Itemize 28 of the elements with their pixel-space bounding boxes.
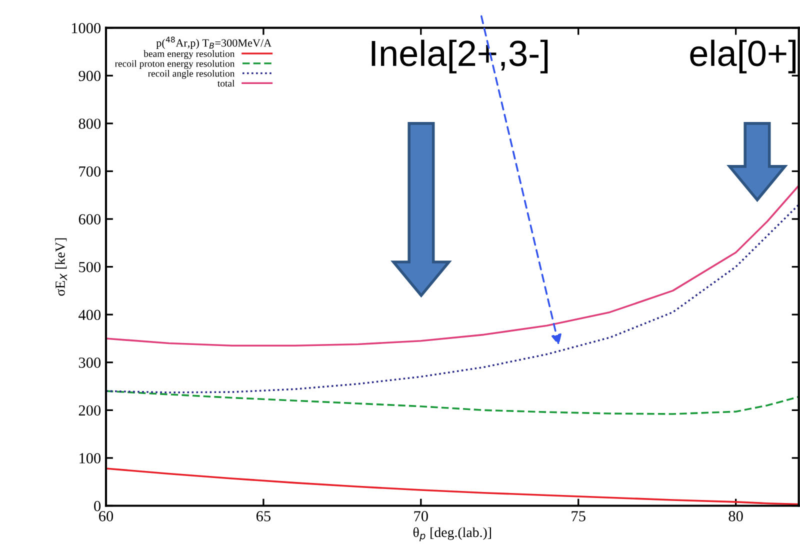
y-tick-label: 200 [78,405,101,416]
annotation: Inela[2+,3-] [372,40,548,74]
y-tick-label: 600 [78,214,101,224]
y-tick-label: 1000 [72,22,101,34]
annotation: ela[0+] [690,40,796,74]
y-tick-label: 500 [79,262,101,272]
line-series [106,204,799,394]
y-tick-label: 100 [80,453,101,464]
y-tick-label: 800 [78,118,101,129]
legend-label: beam energy resolution [144,50,235,60]
legend-label: recoil angle resolution [148,70,235,79]
x-tick-label: 65 [256,511,270,522]
y-axis-title: σE$_{X}$ [keV] [55,238,68,296]
y-tick-label: 300 [78,358,101,368]
x-axis-title: θ$_{p}$ [deg.(lab.)] [413,527,491,542]
legend-label: total [218,80,235,87]
x-tick-label: 75 [572,511,586,522]
x-tick-label: 70 [414,511,428,522]
line-series [106,390,799,415]
y-tick-label: 700 [79,166,101,177]
y-tick-label: 0 [94,500,101,512]
line-series [106,184,799,347]
x-tick-label: 60 [99,511,114,522]
x-tick-label: 80 [728,511,743,522]
legend-label: recoil proton energy resolution [114,60,235,69]
y-tick-label: 400 [78,310,101,320]
legend-title: p($^{48}$Ar,p) T$_{B}$=300MeV/A [156,36,272,49]
y-tick-label: 900 [78,70,101,82]
